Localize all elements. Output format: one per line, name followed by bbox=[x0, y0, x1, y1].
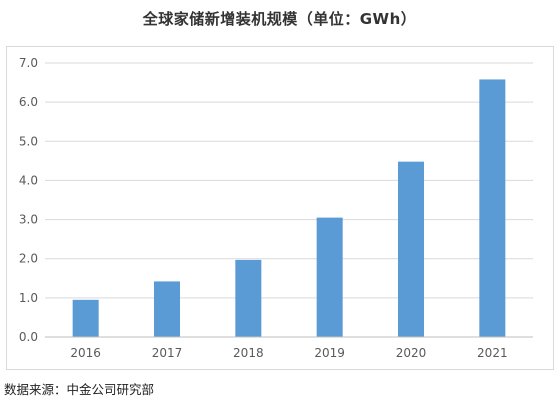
y-tick-label: 3.0 bbox=[19, 213, 38, 227]
bars bbox=[72, 79, 506, 337]
bar-2019 bbox=[316, 217, 343, 337]
source-note: 数据来源：中金公司研究部 bbox=[4, 382, 155, 397]
bar-2020 bbox=[397, 161, 425, 337]
y-tick-labels: 0.0 1.0 2.0 3.0 4.0 5.0 6.0 7.0 bbox=[19, 56, 38, 344]
gridlines bbox=[45, 62, 533, 299]
x-tick-label: 2021 bbox=[477, 346, 508, 360]
y-tick-label: 0.0 bbox=[19, 330, 38, 344]
y-tick-label: 6.0 bbox=[19, 95, 38, 109]
y-tick-label: 7.0 bbox=[19, 56, 38, 70]
x-tick-label: 2019 bbox=[314, 346, 345, 360]
bar-2017 bbox=[153, 281, 181, 337]
x-tick-labels: 2016 2017 2018 2019 2020 2021 bbox=[70, 346, 507, 360]
y-tick-label: 2.0 bbox=[19, 252, 38, 266]
chart-title: 全球家储新增装机规模（单位：GWh） bbox=[142, 10, 417, 28]
bar-2021 bbox=[479, 79, 506, 337]
y-tick-label: 1.0 bbox=[19, 291, 38, 305]
x-tick-label: 2020 bbox=[396, 346, 427, 360]
bar-2018 bbox=[235, 259, 262, 337]
x-tick-label: 2016 bbox=[70, 346, 101, 360]
x-tick-label: 2017 bbox=[152, 346, 183, 360]
y-tick-label: 4.0 bbox=[19, 173, 38, 187]
x-tick-label: 2018 bbox=[233, 346, 264, 360]
bar-2016 bbox=[72, 299, 99, 337]
y-tick-label: 5.0 bbox=[19, 134, 38, 148]
